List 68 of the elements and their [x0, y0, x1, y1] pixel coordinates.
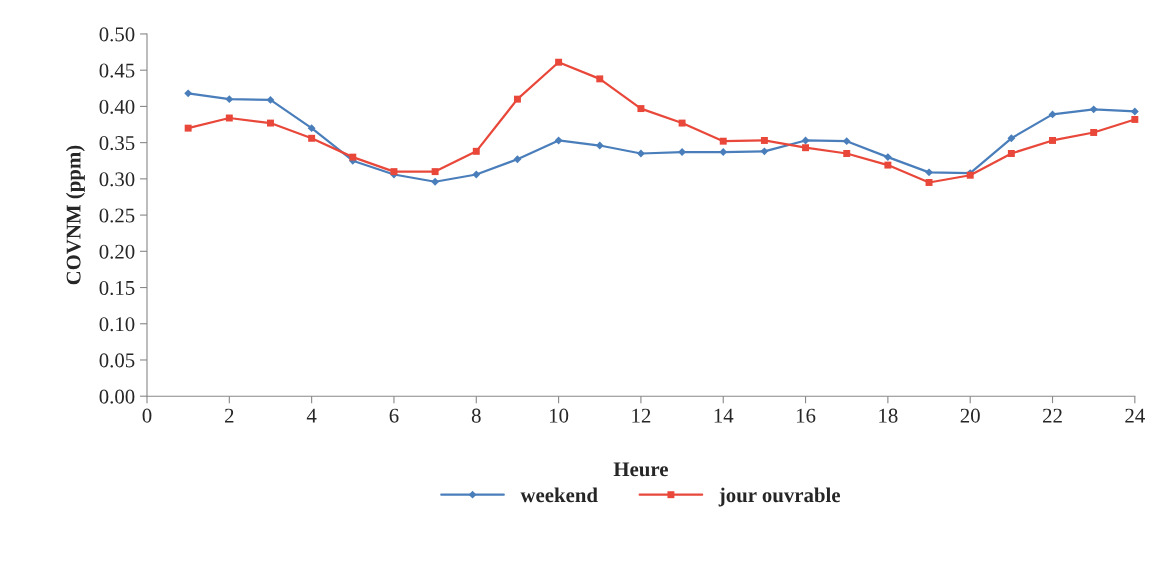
point	[1007, 134, 1016, 143]
point	[431, 177, 440, 186]
point	[1130, 107, 1139, 116]
x-tick-label: 2	[225, 408, 234, 423]
point	[719, 137, 727, 145]
y-tick-label: 0.25	[99, 208, 135, 223]
point	[596, 75, 604, 83]
point	[1049, 136, 1056, 144]
point	[472, 170, 481, 179]
point	[1131, 115, 1139, 123]
point	[843, 150, 851, 157]
point	[760, 147, 769, 156]
y-axis-title: COVNM (ppm)	[65, 145, 85, 285]
point	[636, 149, 645, 158]
x-tick-label: 12	[632, 408, 651, 423]
x-tick-label: 22	[1043, 408, 1062, 423]
point	[884, 161, 892, 169]
point	[637, 105, 645, 113]
x-tick-label: 20	[960, 408, 980, 423]
point	[1048, 110, 1057, 119]
legend-label: weekend	[520, 487, 598, 503]
y-tick-label: 0.00	[99, 389, 135, 404]
x-tick-label: 14	[714, 408, 734, 423]
x-tick-label: 4	[306, 408, 317, 423]
point	[1090, 129, 1098, 136]
point	[513, 95, 521, 103]
y-tick-label: 0.15	[99, 280, 135, 296]
point	[760, 136, 768, 144]
y-tick-label: 0.45	[99, 63, 135, 78]
x-tick-label: 6	[389, 408, 399, 423]
point	[472, 147, 480, 155]
point	[184, 124, 192, 132]
point	[267, 119, 274, 127]
point	[555, 58, 563, 66]
y-tick-label: 0.50	[99, 27, 135, 42]
point	[1089, 105, 1098, 114]
x-tick-label: 24	[1125, 408, 1145, 423]
x-tick-label: 0	[142, 408, 152, 423]
x-axis-title: Heure	[613, 462, 668, 477]
point	[184, 89, 193, 98]
point	[308, 134, 316, 142]
point	[802, 144, 810, 152]
point	[842, 137, 851, 146]
point	[307, 124, 316, 133]
x-tick-label: 10	[550, 408, 569, 423]
x-tick-label: 8	[471, 408, 481, 423]
legend-label: jour ouvrable	[718, 487, 841, 507]
point	[883, 153, 892, 162]
point	[554, 136, 563, 145]
x-tick-label: 16	[796, 408, 816, 423]
point	[801, 136, 810, 145]
x-tick-label: 18	[879, 408, 898, 423]
y-tick-label: 0.20	[99, 244, 135, 259]
point	[225, 95, 234, 104]
y-tick-label: 0.40	[99, 99, 135, 114]
point	[1007, 150, 1015, 157]
y-tick-label: 0.10	[99, 317, 135, 332]
y-tick-label: 0.05	[99, 353, 135, 368]
point	[595, 141, 604, 150]
point	[266, 95, 275, 104]
y-tick-label: 0.30	[99, 172, 135, 187]
point	[431, 168, 439, 176]
point	[513, 155, 522, 164]
point	[925, 179, 933, 186]
point	[349, 153, 357, 161]
y-tick-label: 0.35	[99, 136, 135, 151]
point	[925, 168, 933, 177]
point	[678, 119, 686, 127]
